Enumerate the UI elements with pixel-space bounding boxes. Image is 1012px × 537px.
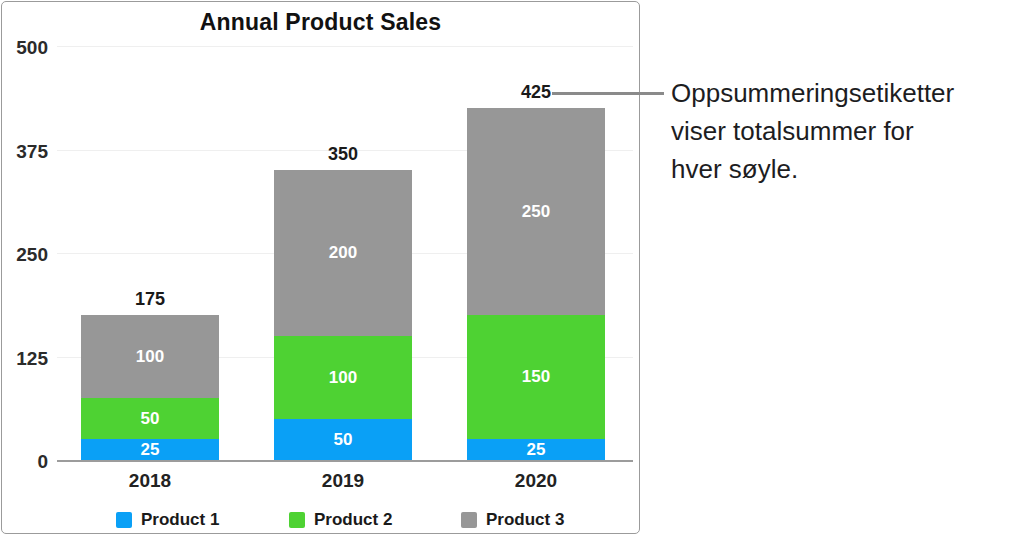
x-axis-category-label: 2019	[274, 470, 412, 492]
total-value-label: 350	[274, 144, 412, 165]
chart-panel: Annual Product Sales 0 125 250 375 500 25 50 10…	[1, 1, 640, 534]
bar-segment-product-1: 50	[274, 419, 412, 460]
segment-value-label: 50	[141, 409, 160, 429]
bar-2020: 25 150 250	[467, 108, 605, 460]
segment-value-label: 200	[329, 243, 357, 263]
annotation-line: Oppsummeringsetiketter	[671, 74, 1006, 112]
y-axis-tick-label: 250	[2, 244, 48, 266]
chart-title: Annual Product Sales	[2, 9, 639, 36]
legend-label: Product 2	[314, 510, 392, 530]
bar-segment-product-2: 50	[81, 398, 219, 439]
legend-item-product-1: Product 1	[116, 510, 219, 530]
y-axis-tick-label: 375	[2, 141, 48, 163]
annotation-text: Oppsummeringsetiketter viser totalsummer…	[671, 74, 1006, 188]
bar-segment-product-2: 150	[467, 315, 605, 439]
y-axis-tick-label: 125	[2, 348, 48, 370]
x-axis-category-label: 2020	[467, 470, 605, 492]
bar-segment-product-3: 200	[274, 170, 412, 336]
legend-swatch	[289, 512, 305, 528]
y-axis-tick-label: 0	[2, 451, 48, 473]
total-value-label: 175	[81, 289, 219, 310]
bar-segment-product-3: 100	[81, 315, 219, 398]
x-axis-category-label: 2018	[81, 470, 219, 492]
segment-value-label: 100	[136, 347, 164, 367]
bar-2019: 50 100 200	[274, 170, 412, 460]
callout-connector-line	[552, 92, 664, 95]
annotation-line: hver søyle.	[671, 150, 1006, 188]
bar-segment-product-2: 100	[274, 336, 412, 419]
segment-value-label: 250	[522, 202, 550, 222]
x-axis-line	[57, 460, 633, 462]
segment-value-label: 100	[329, 368, 357, 388]
segment-value-label: 50	[334, 430, 353, 450]
bar-segment-product-1: 25	[81, 439, 219, 460]
annotation-line: viser totalsummer for	[671, 112, 1006, 150]
legend-item-product-3: Product 3	[461, 510, 564, 530]
y-axis-tick-label: 500	[2, 37, 48, 59]
legend-swatch	[461, 512, 477, 528]
legend-swatch	[116, 512, 132, 528]
bar-2018: 25 50 100	[81, 315, 219, 460]
legend-label: Product 3	[486, 510, 564, 530]
legend-item-product-2: Product 2	[289, 510, 392, 530]
segment-value-label: 150	[522, 367, 550, 387]
gridline	[57, 46, 633, 47]
bar-segment-product-3: 250	[467, 108, 605, 315]
segment-value-label: 25	[141, 440, 160, 460]
legend-label: Product 1	[141, 510, 219, 530]
bar-segment-product-1: 25	[467, 439, 605, 460]
segment-value-label: 25	[527, 440, 546, 460]
